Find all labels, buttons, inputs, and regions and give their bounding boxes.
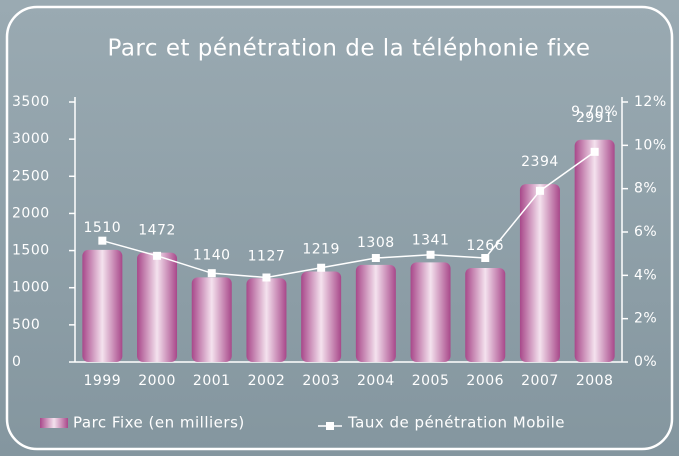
bar-value-label: 1308 — [357, 235, 395, 251]
y2-tick-label: 10% — [634, 137, 667, 153]
line-marker — [426, 250, 435, 259]
bar-value-label: 1140 — [193, 247, 231, 263]
bar-value-label: 1266 — [466, 238, 504, 254]
x-tick-label: 2001 — [193, 373, 231, 389]
x-tick-label: 2002 — [248, 373, 286, 389]
bar-value-label: 1341 — [412, 232, 450, 248]
line-marker — [98, 236, 107, 245]
bar — [191, 277, 232, 362]
line-marker — [262, 273, 271, 282]
bar — [82, 249, 123, 362]
legend-marker — [326, 422, 334, 430]
line-marker — [207, 269, 216, 278]
frame — [5, 5, 674, 451]
x-tick-label: 2004 — [357, 373, 395, 389]
legend-swatch — [40, 418, 68, 428]
bar — [410, 262, 451, 362]
x-tick-label: 2008 — [576, 373, 614, 389]
x-tick-label: 2007 — [521, 373, 559, 389]
y-tick-label: 3000 — [12, 131, 50, 147]
y-tick-label: 0 — [12, 354, 21, 370]
bar-value-label: 1127 — [248, 248, 286, 264]
y2-tick-label: 12% — [634, 94, 667, 110]
y2-tick-label: 2% — [634, 311, 657, 327]
y2-tick-label: 8% — [634, 181, 657, 197]
bar — [137, 252, 178, 362]
line — [102, 151, 596, 279]
line-marker — [535, 186, 544, 195]
x-tick-label: 2000 — [138, 373, 176, 389]
bar-value-label: 1510 — [84, 220, 122, 236]
bar — [519, 184, 560, 362]
bar — [301, 271, 342, 362]
line-marker — [481, 254, 490, 262]
y2-tick-label: 6% — [634, 224, 657, 240]
bar-value-label: 1219 — [302, 241, 340, 257]
x-tick-label: 2003 — [302, 373, 340, 389]
line-marker — [371, 254, 380, 262]
bar — [355, 264, 396, 362]
x-tick-label: 2005 — [412, 373, 450, 389]
line-marker — [153, 251, 162, 260]
legend-label: Taux de pénétration Mobile — [347, 414, 565, 432]
y-tick-label: 1000 — [12, 280, 50, 296]
x-tick-label: 1999 — [84, 373, 122, 389]
bar-value-label: 2991 — [576, 110, 614, 126]
bar-value-label: 1472 — [138, 223, 176, 239]
y-tick-label: 1500 — [12, 243, 50, 259]
bar — [465, 267, 506, 362]
chart-title: Parc et pénétration de la téléphonie fix… — [107, 36, 590, 62]
bar — [246, 278, 287, 362]
y-tick-label: 3500 — [12, 94, 50, 110]
y-tick-label: 2500 — [12, 168, 50, 184]
y2-tick-label: 4% — [634, 267, 657, 283]
y-tick-label: 2000 — [12, 205, 50, 221]
bar-value-label: 2394 — [521, 154, 559, 170]
line-marker — [590, 147, 599, 156]
line-value-label: 9,70% — [571, 104, 618, 120]
legend-label: Parc Fixe (en milliers) — [73, 414, 245, 432]
y-tick-label: 500 — [12, 317, 40, 333]
x-tick-label: 2006 — [466, 373, 504, 389]
line-marker — [317, 263, 326, 272]
bar — [574, 139, 615, 362]
y2-tick-label: 0% — [634, 354, 657, 370]
